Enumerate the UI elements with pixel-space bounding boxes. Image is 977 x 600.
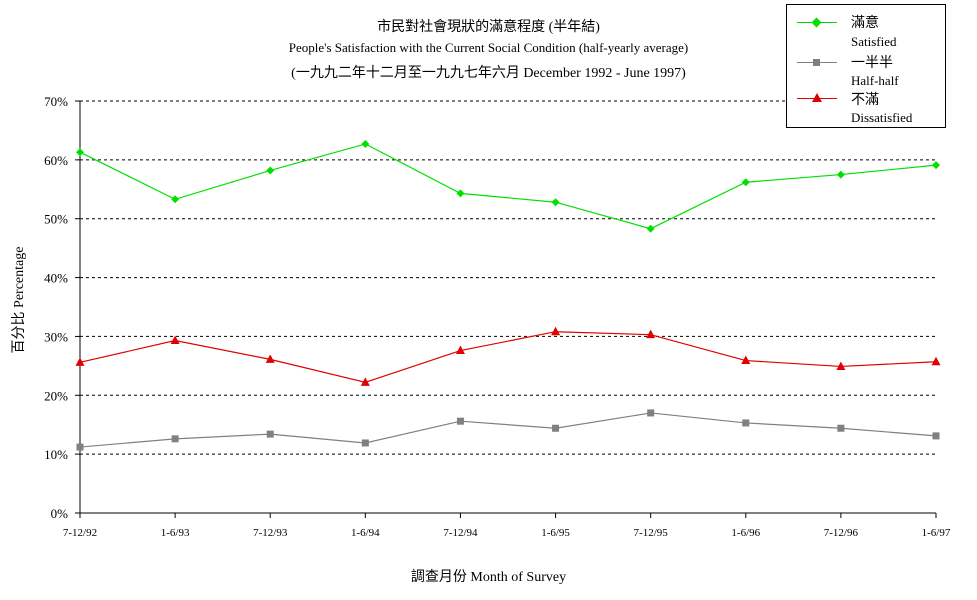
series-satisfied	[76, 139, 940, 233]
data-point-dissatisfied	[170, 335, 180, 345]
data-point-half-half	[361, 439, 369, 447]
legend-marker-dissatisfied	[812, 93, 822, 102]
x-tick-label: 1-6/96	[731, 527, 760, 539]
series-line-dissatisfied	[79, 331, 937, 383]
series-dissatisfied	[75, 326, 941, 386]
x-tick-label: 1-6/97	[922, 527, 951, 539]
legend-sublabel-half-half: Half-half	[851, 73, 899, 88]
data-point-half-half	[647, 409, 655, 417]
data-point-half-half	[932, 432, 940, 440]
data-point-dissatisfied	[360, 377, 370, 386]
x-tick-label: 1-6/94	[351, 527, 380, 539]
data-point-satisfied	[836, 170, 845, 179]
y-tick-label: 60%	[44, 153, 68, 168]
data-point-dissatisfied	[931, 356, 941, 366]
data-point-satisfied	[741, 178, 750, 187]
legend: 滿意 Satisfied 一半半 Half-half 不滿 Dissatisfi…	[786, 4, 946, 128]
series-half-half	[76, 409, 940, 451]
data-point-satisfied	[266, 166, 275, 175]
data-point-half-half	[456, 417, 464, 425]
data-point-half-half	[837, 424, 845, 432]
data-point-dissatisfied	[836, 361, 846, 370]
y-tick-label: 20%	[44, 388, 68, 403]
data-point-dissatisfied	[646, 329, 656, 339]
x-axis-title: 調查月份 Month of Survey	[410, 570, 567, 585]
x-tick-label: 1-6/93	[161, 527, 190, 539]
y-tick-label: 70%	[44, 94, 68, 109]
y-tick-label: 0%	[51, 506, 69, 521]
data-point-satisfied	[171, 195, 180, 204]
data-point-dissatisfied	[75, 357, 85, 366]
chart-title: 市民對社會現狀的滿意程度 (半年結)	[377, 20, 600, 35]
legend-label-dissatisfied: 不滿	[851, 93, 879, 108]
data-point-dissatisfied	[455, 345, 465, 355]
x-tick-label: 7-12/94	[443, 527, 478, 539]
data-point-half-half	[171, 435, 179, 443]
data-point-dissatisfied	[265, 354, 275, 363]
data-point-satisfied	[456, 189, 465, 198]
legend-label-half-half: 一半半	[851, 56, 893, 71]
y-tick-label: 10%	[44, 447, 68, 462]
x-tick-label: 7-12/93	[253, 527, 288, 539]
data-point-half-half	[742, 419, 750, 427]
legend-label-satisfied: 滿意	[851, 16, 879, 31]
legend-sublabel-dissatisfied: Dissatisfied	[851, 110, 913, 125]
x-tick-label: 7-12/96	[824, 527, 859, 539]
y-tick-label: 30%	[44, 329, 68, 344]
x-tick-label: 1-6/95	[541, 527, 570, 539]
chart-date-range: (一九九二年十二月至一九九七年六月 December 1992 - June 1…	[291, 66, 686, 81]
data-point-half-half	[76, 443, 84, 451]
chart-subtitle: People's Satisfaction with the Current S…	[288, 40, 689, 55]
data-point-half-half	[552, 424, 560, 432]
data-point-satisfied	[646, 224, 655, 233]
data-point-half-half	[266, 430, 274, 438]
series-line-half-half	[79, 412, 937, 448]
data-point-satisfied	[76, 148, 84, 157]
series-line-satisfied	[79, 143, 937, 230]
data-point-dissatisfied	[551, 326, 561, 336]
legend-sublabel-satisfied: Satisfied	[851, 34, 897, 49]
y-tick-label: 50%	[44, 212, 68, 227]
legend-marker-half-half	[813, 59, 820, 66]
x-tick-label: 7-12/95	[634, 527, 669, 539]
legend-marker-satisfied	[811, 17, 822, 28]
data-point-satisfied	[932, 161, 940, 170]
data-point-satisfied	[551, 198, 560, 207]
y-axis-title: 百分比 Percentage	[12, 246, 27, 354]
x-tick-label: 7-12/92	[63, 527, 97, 539]
data-point-satisfied	[361, 139, 370, 148]
data-point-dissatisfied	[741, 355, 751, 365]
y-tick-label: 40%	[44, 271, 68, 286]
